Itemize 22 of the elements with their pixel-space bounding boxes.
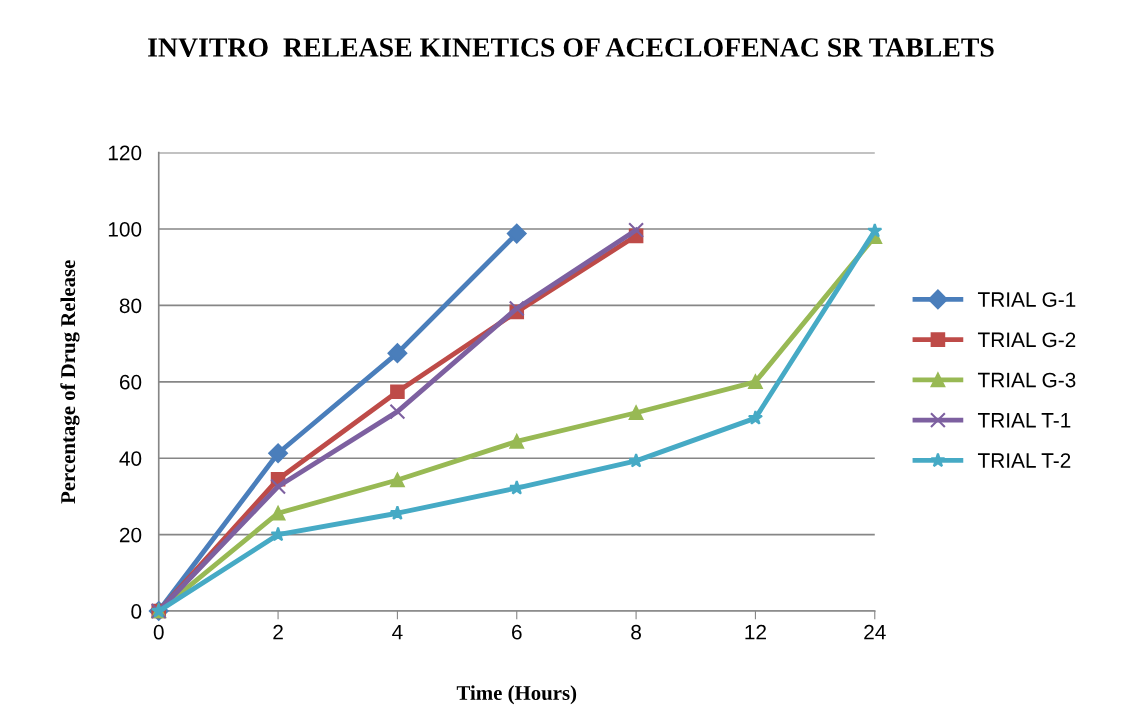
y-tick-label: 60	[119, 374, 142, 390]
legend-label: TRIAL G-3	[977, 372, 1076, 388]
x-axis-title: Time (Hours)	[456, 685, 577, 705]
y-tick-label: 120	[108, 145, 142, 161]
legend-label: TRIAL T-1	[977, 413, 1071, 428]
x-tick-label: 8	[631, 624, 641, 640]
legend-label: TRIAL T-2	[977, 453, 1071, 468]
x-tick-label: 0	[153, 624, 164, 640]
x-tick-label: 2	[273, 624, 283, 640]
chart-title: INVITRO RELEASE KINETICS OF ACECLOFENAC SR TABLETS	[148, 38, 994, 58]
y-tick-label: 0	[131, 604, 142, 619]
x-tick-label: 6	[512, 624, 522, 640]
y-tick-label: 80	[119, 298, 142, 314]
legend-label: TRIAL G-2	[977, 332, 1076, 348]
y-tick-label: 40	[119, 451, 142, 466]
y-axis-title: Percentage of Drug Release	[60, 260, 80, 504]
legend-label: TRIAL G-1	[977, 292, 1076, 307]
x-tick-label: 24	[864, 624, 886, 640]
x-tick-label: 12	[745, 624, 766, 640]
y-tick-label: 20	[119, 527, 142, 543]
y-tick-label: 100	[108, 221, 142, 237]
x-tick-label: 4	[392, 625, 403, 640]
